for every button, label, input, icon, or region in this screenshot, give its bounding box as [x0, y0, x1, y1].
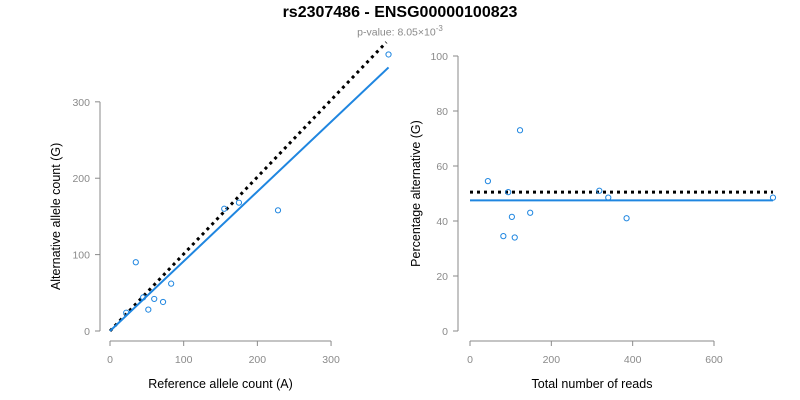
- pvalue-text: p-value: 8.05×10: [357, 26, 436, 39]
- data-point: [221, 205, 228, 212]
- y-tick-label: 0: [442, 326, 448, 338]
- fitted-line: [109, 66, 390, 332]
- data-point: [769, 194, 777, 201]
- data-point: [151, 295, 158, 303]
- y-tick-label: 300: [72, 97, 90, 109]
- data-point: [140, 294, 147, 301]
- chart-title: rs2307486 - ENSG00000100823: [282, 4, 518, 21]
- x-tick-label: 600: [705, 354, 723, 366]
- data-point: [484, 178, 491, 185]
- x-tick-label: 200: [543, 354, 561, 366]
- data-point: [274, 207, 282, 214]
- chart-subtitle: p-value: 8.05×10-3: [0, 24, 800, 39]
- y-axis-title: Alternative allele count (G): [49, 143, 63, 290]
- data-point: [159, 298, 167, 306]
- y-tick-label: 200: [72, 173, 90, 185]
- data-point: [505, 189, 512, 196]
- x-tick-label: 0: [107, 354, 113, 366]
- data-point: [623, 215, 630, 222]
- data-point: [123, 309, 130, 316]
- data-point: [511, 234, 518, 241]
- x-tick-label: 200: [249, 354, 267, 366]
- data-point: [132, 259, 139, 266]
- expected-ratio-line: [108, 41, 388, 333]
- data-point: [145, 306, 152, 313]
- data-point: [385, 51, 392, 58]
- pvalue-exponent: -3: [435, 24, 443, 33]
- data-point: [508, 213, 515, 220]
- x-axis-title: Total number of reads: [532, 377, 653, 391]
- x-tick-label: 100: [175, 354, 193, 366]
- y-tick-label: 100: [72, 250, 90, 262]
- data-point: [527, 209, 534, 216]
- y-tick-label: 20: [436, 271, 448, 283]
- data-point: [235, 199, 243, 206]
- data-point: [605, 194, 612, 201]
- y-tick-label: 80: [436, 106, 448, 118]
- x-tick-label: 0: [467, 354, 473, 366]
- data-point: [168, 280, 175, 287]
- y-axis-title: Percentage alternative (G): [409, 120, 423, 267]
- y-tick-label: 60: [436, 161, 448, 173]
- data-point: [516, 127, 524, 134]
- y-tick-label: 40: [436, 216, 448, 228]
- x-axis-title: Reference allele count (A): [148, 377, 293, 391]
- data-point: [596, 187, 603, 194]
- x-tick-label: 300: [322, 354, 340, 366]
- data-point: [500, 233, 507, 240]
- y-tick-label: 0: [84, 326, 90, 338]
- y-tick-label: 100: [430, 51, 448, 63]
- x-tick-label: 400: [624, 354, 642, 366]
